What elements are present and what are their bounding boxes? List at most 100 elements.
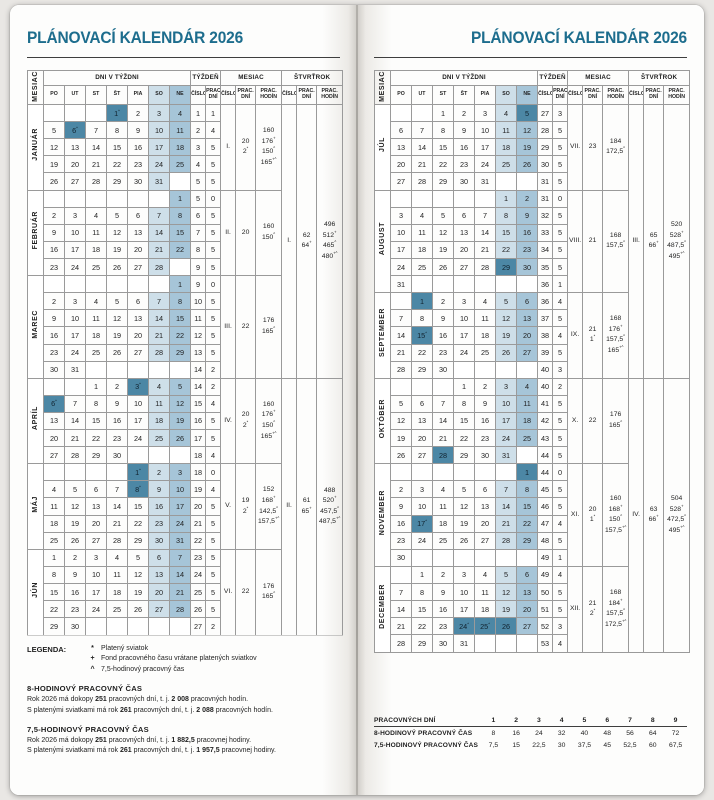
week-number-cell: 34 bbox=[537, 240, 554, 259]
month-workhours-cell: 160 150^ bbox=[255, 189, 283, 277]
week-number-cell: 8 bbox=[190, 240, 207, 259]
day-cell: 26 bbox=[168, 429, 192, 448]
week-row: 16 17* 18 19 20 21 22 47 4 bbox=[375, 514, 690, 533]
day-cell bbox=[168, 617, 192, 636]
day-cell: 27 bbox=[85, 531, 107, 550]
day-cell: 20 bbox=[411, 429, 433, 448]
day-cell: 20 bbox=[127, 240, 149, 259]
day-cell: 21 bbox=[106, 514, 128, 533]
day-cell: 10 bbox=[453, 583, 475, 602]
day-cell: 9 bbox=[474, 394, 496, 413]
day-cell: 15 bbox=[85, 411, 107, 431]
day-cell: 15 bbox=[411, 600, 433, 619]
day-cell: 16 bbox=[432, 326, 454, 345]
day-cell: 21 bbox=[390, 617, 412, 636]
day-cell: 14 bbox=[411, 138, 433, 157]
day-cell bbox=[127, 189, 149, 208]
month-name: MAREC bbox=[32, 310, 39, 339]
day-cell: 19 bbox=[64, 514, 86, 533]
workdays-table-body: 8-HODINOVÝ PRACOVNÝ ČAS 8 16 24 32 40 48 56 64 72… bbox=[374, 727, 687, 752]
day-cell: 19 bbox=[495, 326, 517, 345]
day-cell: 8 bbox=[168, 292, 192, 311]
week-number-cell: 15 bbox=[190, 394, 207, 413]
day-cell: 26 bbox=[127, 600, 149, 619]
legend-symbol: * bbox=[91, 644, 94, 652]
day-cell: 9 bbox=[127, 121, 149, 140]
day-cell: 9 bbox=[515, 206, 539, 225]
workdays-value-cell: 48 bbox=[603, 729, 611, 737]
day-cell: 13 bbox=[515, 309, 539, 328]
week-workdays-cell: 5 bbox=[552, 172, 569, 191]
legend-item: ^ 7,5-hodinový pracovný čas bbox=[89, 665, 257, 676]
day-cell: 25 bbox=[495, 155, 517, 174]
day-cell bbox=[64, 103, 86, 123]
day-cell: 19 bbox=[106, 240, 128, 259]
day-cell: 22 bbox=[85, 429, 107, 448]
week-row: SEPTEMBER 1 2 3 4 5 6 36 4 IX. 21 1* 168 176+ 157,5^ 16… bbox=[374, 292, 690, 379]
week-workdays-cell: 3 bbox=[552, 360, 569, 379]
day-cell: 20 bbox=[390, 155, 412, 174]
week-number-cell: 31 bbox=[537, 189, 554, 208]
day-cell: 30 bbox=[64, 617, 86, 636]
day-cell bbox=[43, 275, 65, 294]
month-workhours-cell: 168 157,5^ bbox=[602, 189, 630, 294]
day-cell: 22 bbox=[432, 155, 454, 174]
month-label: FEBRUÁR bbox=[27, 189, 44, 277]
week-workdays-cell: 4 bbox=[552, 634, 569, 653]
week-number-cell: 52 bbox=[537, 617, 554, 636]
day-cell: 31 bbox=[474, 172, 496, 191]
week-number-cell: 11 bbox=[190, 309, 207, 328]
week-workdays-cell: 5 bbox=[552, 309, 569, 328]
month-label: MAREC bbox=[27, 275, 44, 379]
workdays-table-header: PRACOVNÝCH DNÍ 1 2 3 4 5 6 7 8 9 bbox=[374, 714, 687, 727]
day-cell: 11 bbox=[474, 583, 496, 602]
week-workdays-cell: 5 bbox=[552, 240, 569, 259]
month-workhours-cell: 152 168+ 142,5^ 157,5+^ bbox=[255, 463, 283, 550]
month-number-cell: VII. bbox=[567, 103, 584, 191]
day-cell: 16 bbox=[453, 138, 475, 157]
day-cell: 30 bbox=[127, 172, 149, 191]
week-row: 27 28 29 30 18 4 bbox=[28, 446, 343, 465]
day-cell: 8 bbox=[168, 206, 192, 225]
month-cislo-header: ČÍSLO bbox=[567, 84, 584, 105]
month-workdays-cell: 19 2* bbox=[235, 463, 257, 550]
week-workdays-cell: 5 bbox=[205, 206, 222, 225]
mesiac-column-label: MESIAC bbox=[32, 71, 39, 102]
quarter-workdays-cell: 62 64+ bbox=[296, 103, 318, 379]
week-number-cell: 16 bbox=[190, 411, 207, 431]
day-cell: 26 bbox=[453, 531, 475, 550]
day-cell: 5 bbox=[432, 206, 454, 225]
month-label: JANUÁR bbox=[27, 103, 44, 191]
week-workdays-cell: 0 bbox=[205, 189, 222, 208]
day-cell: 20 bbox=[515, 600, 539, 619]
day-cell: 20 bbox=[85, 514, 107, 533]
day-cell: 7 bbox=[168, 548, 192, 567]
day-cell: 17 bbox=[495, 411, 517, 431]
day-cell bbox=[515, 446, 539, 465]
calendar-body: JANUÁR 1* 2 3 4 1 1 I. 20 2* 160 176+ 150^ 165+^ I. 62 6… bbox=[27, 103, 344, 636]
week-number-cell: 18 bbox=[190, 446, 207, 465]
day-cell bbox=[85, 463, 107, 482]
week-row: 3 4 5 6 7 8 9 32 5 bbox=[375, 206, 690, 225]
day-cell: 19 bbox=[432, 240, 454, 259]
workdays-value-cell: 8 bbox=[491, 729, 496, 737]
day-cell: 11 bbox=[474, 309, 496, 328]
day-cell: 21 bbox=[148, 326, 170, 345]
day-cell: 24 bbox=[474, 155, 496, 174]
day-cell: 22 bbox=[411, 617, 433, 636]
workdays-value-cell: 37,5 bbox=[577, 741, 592, 749]
day-cell: 17 bbox=[85, 583, 107, 602]
day-cell bbox=[411, 548, 433, 567]
work-time-8h-line: S platenými sviatkami má rok 261 pracovn… bbox=[27, 706, 273, 714]
day-cell bbox=[411, 463, 433, 482]
day-cell: 5 bbox=[168, 377, 192, 396]
day-cell: 10 bbox=[453, 309, 475, 328]
day-cell: 14 bbox=[148, 223, 170, 242]
day-cell: 9 bbox=[432, 583, 454, 602]
day-cell: 18 bbox=[148, 411, 170, 431]
week-workdays-cell: 5 bbox=[205, 172, 222, 191]
week-cislo-header: ČÍSLO bbox=[190, 84, 207, 105]
month-name: JANUÁR bbox=[32, 128, 39, 162]
month-number-cell: X. bbox=[567, 377, 584, 465]
day-cell: 25 bbox=[106, 600, 128, 619]
